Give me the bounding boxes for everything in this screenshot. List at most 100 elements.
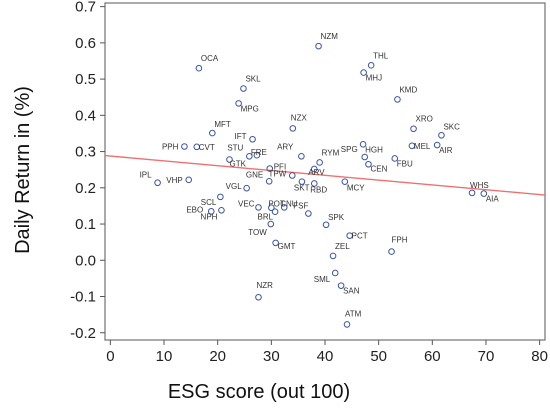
point-label: PFI <box>274 163 286 172</box>
plot-frame <box>104 2 546 341</box>
point-spk <box>322 221 330 229</box>
point-label: HGH <box>365 145 383 154</box>
point-oca <box>195 64 203 72</box>
point-label: GNE <box>246 170 263 179</box>
point-label: SML <box>314 275 331 284</box>
point-label: ZEL <box>335 242 350 251</box>
point-label: WHS <box>470 181 489 190</box>
point-cnu <box>280 204 288 211</box>
point-label: CVT <box>199 143 215 152</box>
point-vec <box>255 204 262 211</box>
point-air <box>433 141 441 149</box>
point-label: AIA <box>486 195 500 204</box>
data-points: NZM THL MHJ OCA SKL KMD MPG NZX XRO MFT SKC IFT HGH M… <box>140 32 500 328</box>
point-label: RBD <box>310 185 327 194</box>
point-nzx <box>289 125 297 132</box>
point-label: NZM <box>321 32 339 41</box>
y-tick-label: -0.2 <box>70 325 96 342</box>
point-label: EBO <box>186 205 203 214</box>
point-pfi <box>266 165 274 172</box>
y-tick-label: 0.7 <box>75 0 96 16</box>
x-tick-label: 50 <box>370 348 387 365</box>
point-spg <box>361 153 369 161</box>
point-xro <box>410 125 417 133</box>
point-label: IFT <box>235 132 247 141</box>
point-label: ARV <box>308 168 325 177</box>
point-label: STU <box>227 143 243 152</box>
point-label: ATM <box>345 309 362 318</box>
point-label: GTK <box>229 160 246 169</box>
point-kmd <box>394 96 401 103</box>
point-label: VGL <box>226 182 243 191</box>
point-thl <box>367 62 375 69</box>
point-label: KMD <box>399 85 417 94</box>
point-label: MFT <box>214 120 231 129</box>
point-vhp <box>185 176 193 184</box>
point-label: FSF <box>293 202 308 211</box>
point-label: XRO <box>416 115 433 124</box>
point-nph <box>218 206 225 214</box>
point-fph <box>388 248 395 255</box>
point-hgh <box>359 141 367 148</box>
x-tick-label: 20 <box>209 348 226 365</box>
point-gmt <box>272 239 279 247</box>
point-label: PPH <box>162 142 179 151</box>
point-fbu <box>391 155 399 162</box>
point-pct <box>346 232 353 239</box>
y-tick-label: 0.1 <box>75 216 96 233</box>
x-tick-label: 60 <box>424 348 441 365</box>
point-brl <box>271 208 279 216</box>
y-tick-label: 0.6 <box>75 35 96 52</box>
point-label: NZR <box>256 281 273 290</box>
x-tick-label: 10 <box>156 348 173 365</box>
point-vgl <box>243 184 250 192</box>
y-tick-label: 0.5 <box>75 71 96 88</box>
point-label: NZX <box>291 113 308 122</box>
point-label: SKC <box>443 122 460 131</box>
point-label: OCA <box>201 54 219 63</box>
point-san <box>337 282 345 289</box>
point-rbd <box>310 180 318 187</box>
point-mel <box>408 142 416 150</box>
point-stu <box>246 152 253 160</box>
point-cen <box>365 160 372 168</box>
point-rym <box>316 159 323 166</box>
point-label: FPH <box>392 236 408 245</box>
point-ipl <box>154 179 161 187</box>
point-mft <box>209 129 216 137</box>
point-ebo <box>207 208 215 215</box>
point-tpw <box>288 172 296 179</box>
point-fre <box>253 151 261 159</box>
point-label: GMT <box>278 242 296 251</box>
point-zel <box>329 252 337 260</box>
y-tick-label: 0.3 <box>75 144 96 161</box>
y-tick-label: 0.4 <box>75 107 96 124</box>
point-label: MEL <box>414 142 431 151</box>
point-label: VHP <box>166 176 182 185</box>
point-fsf <box>305 210 312 217</box>
point-skt <box>298 178 306 185</box>
point-pot <box>268 204 275 212</box>
point-whs <box>468 189 476 197</box>
point-label: CNU <box>280 199 298 208</box>
point-label: CEN <box>370 164 387 173</box>
point-mcy <box>341 178 349 185</box>
point-label: NPH <box>201 212 218 221</box>
point-label: TPW <box>268 169 286 178</box>
point-label: POT <box>268 200 285 209</box>
point-nzm <box>315 42 322 50</box>
point-aia <box>480 190 488 197</box>
point-gne <box>265 177 273 185</box>
point-pph <box>181 143 188 150</box>
point-label: AIR <box>439 146 453 155</box>
point-label: FBU <box>397 159 413 168</box>
x-tick-label: 30 <box>263 348 280 365</box>
point-gtk <box>226 156 233 163</box>
x-tick-label: 0 <box>106 348 114 365</box>
point-label: RYM <box>322 148 340 157</box>
point-label: VEC <box>238 199 255 208</box>
y-tick-label: -0.1 <box>70 289 96 306</box>
point-mpg <box>235 100 242 107</box>
point-cvt <box>193 143 201 151</box>
